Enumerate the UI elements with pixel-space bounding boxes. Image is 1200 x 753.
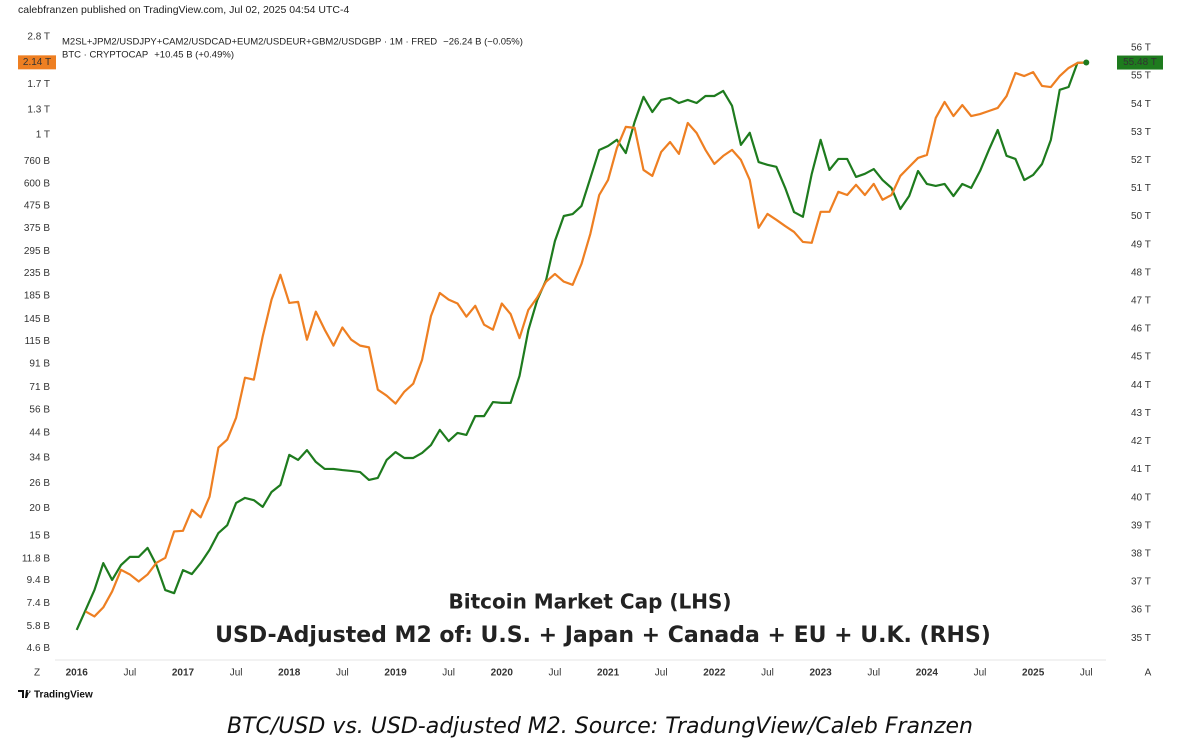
x-tick-label: Jul <box>761 668 774 679</box>
y-tick-label: 7.4 B <box>27 598 51 609</box>
y-tick-label: 1.3 T <box>27 105 50 116</box>
annotation: USD-Adjusted M2 of: U.S. + Japan + Canad… <box>215 623 991 648</box>
y2-tick-label: 47 T <box>1131 296 1151 307</box>
y2-tick-label: 44 T <box>1131 380 1151 391</box>
x-tick-label: Jul <box>123 668 136 679</box>
y-tick-label: 1.7 T <box>27 79 50 90</box>
y-tick-label: 26 B <box>29 478 50 489</box>
y-tick-label: 760 B <box>24 156 50 167</box>
y2-tick-label: 41 T <box>1131 464 1151 475</box>
y2-tick-label: 56 T <box>1131 43 1151 54</box>
x-tick-label: Jul <box>549 668 562 679</box>
x-tick-label: Jul <box>1080 668 1093 679</box>
y2-tick-label: 53 T <box>1131 127 1151 138</box>
y2-tick-label: 36 T <box>1131 605 1151 616</box>
y-tick-label: 295 B <box>24 246 50 257</box>
x-tick-label: Jul <box>867 668 880 679</box>
y2-tick-label: 49 T <box>1131 239 1151 250</box>
y2-tick-label: 37 T <box>1131 577 1151 588</box>
value-badge <box>18 55 56 70</box>
x-tick-label: 2021 <box>597 668 620 679</box>
y-tick-label: 475 B <box>24 201 50 212</box>
value-badge-label: 55.48 T <box>1123 57 1157 68</box>
legend-name: BTC · CRYPTOCAP <box>62 50 148 61</box>
caption: BTC/USD vs. USD-adjusted M2. Source: Tra… <box>227 714 973 739</box>
y-tick-label: 11.8 B <box>22 553 50 564</box>
y2-tick-label: 43 T <box>1131 408 1151 419</box>
y-tick-label: 34 B <box>29 452 50 463</box>
y2-tick-label: 45 T <box>1131 352 1151 363</box>
logo-icon <box>18 690 31 698</box>
y-tick-label: 185 B <box>24 291 50 302</box>
x-tick-label: 2019 <box>384 668 407 679</box>
y2-tick-label: 46 T <box>1131 324 1151 335</box>
y-tick-label: 600 B <box>24 178 50 189</box>
y-tick-label: 15 B <box>29 530 50 541</box>
y2-tick-label: 50 T <box>1131 211 1151 222</box>
legend-name: M2SL+JPM2/USDJPY+CAM2/USDCAD+EUM2/USDEUR… <box>62 37 437 48</box>
y-tick-label: 91 B <box>29 358 50 369</box>
legend-change: +10.45 B (+0.49%) <box>154 50 234 61</box>
publisher-header: calebfranzen published on TradingView.co… <box>18 4 350 16</box>
annotation: Bitcoin Market Cap (LHS) <box>448 590 731 614</box>
y2-tick-label: 48 T <box>1131 267 1151 278</box>
y-tick-label: 115 B <box>25 336 51 347</box>
y-tick-label: 56 B <box>29 405 50 416</box>
value-badge <box>1117 55 1163 70</box>
y-tick-label: 5.8 B <box>27 621 51 632</box>
y-tick-label: 375 B <box>24 223 50 234</box>
x-tick-label: Jul <box>974 668 987 679</box>
series-line <box>85 61 1087 618</box>
y-tick-label: 145 B <box>24 314 50 325</box>
y2-tick-label: 42 T <box>1131 436 1151 447</box>
y2-tick-label: 51 T <box>1131 183 1151 194</box>
y-tick-label: 2.8 T <box>27 31 50 42</box>
logo-text: TradingView <box>34 690 93 701</box>
x-tick-label: Jul <box>655 668 668 679</box>
x-tick-label: 2023 <box>809 668 832 679</box>
legend-change: −26.24 B (−0.05%) <box>443 37 523 48</box>
x-tick-label: 2020 <box>491 668 514 679</box>
y-tick-label: 71 B <box>29 382 50 393</box>
y-tick-label: 4.6 B <box>27 643 51 654</box>
x-tick-label: Jul <box>442 668 455 679</box>
y-tick-label: 44 B <box>29 428 50 439</box>
y2-tick-label: 54 T <box>1131 99 1151 110</box>
x-tick-label: 2024 <box>916 668 939 679</box>
x-tick-label: 2017 <box>172 668 195 679</box>
x-tick-label: 2018 <box>278 668 301 679</box>
x-tick-label: 2025 <box>1022 668 1045 679</box>
series-line <box>75 61 1087 631</box>
x-tick-label: 2016 <box>66 668 89 679</box>
axis-button: A <box>1145 668 1152 679</box>
x-tick-label: Jul <box>336 668 349 679</box>
last-point <box>1083 59 1090 66</box>
y-tick-label: 235 B <box>24 268 50 279</box>
y2-tick-label: 35 T <box>1131 633 1151 644</box>
axis-button: Z <box>34 668 40 679</box>
y-tick-label: 20 B <box>29 503 50 514</box>
value-badge-label: 2.14 T <box>23 57 51 68</box>
y-tick-label: 9.4 B <box>27 575 51 586</box>
y2-tick-label: 39 T <box>1131 520 1151 531</box>
x-tick-label: 2022 <box>703 668 726 679</box>
y-tick-label: 1 T <box>36 130 50 141</box>
y2-tick-label: 38 T <box>1131 548 1151 559</box>
y2-tick-label: 55 T <box>1131 71 1151 82</box>
tradingview-logo: TradingView <box>18 690 93 701</box>
y2-tick-label: 40 T <box>1131 492 1151 503</box>
x-tick-label: Jul <box>230 668 243 679</box>
y2-tick-label: 52 T <box>1131 155 1151 166</box>
